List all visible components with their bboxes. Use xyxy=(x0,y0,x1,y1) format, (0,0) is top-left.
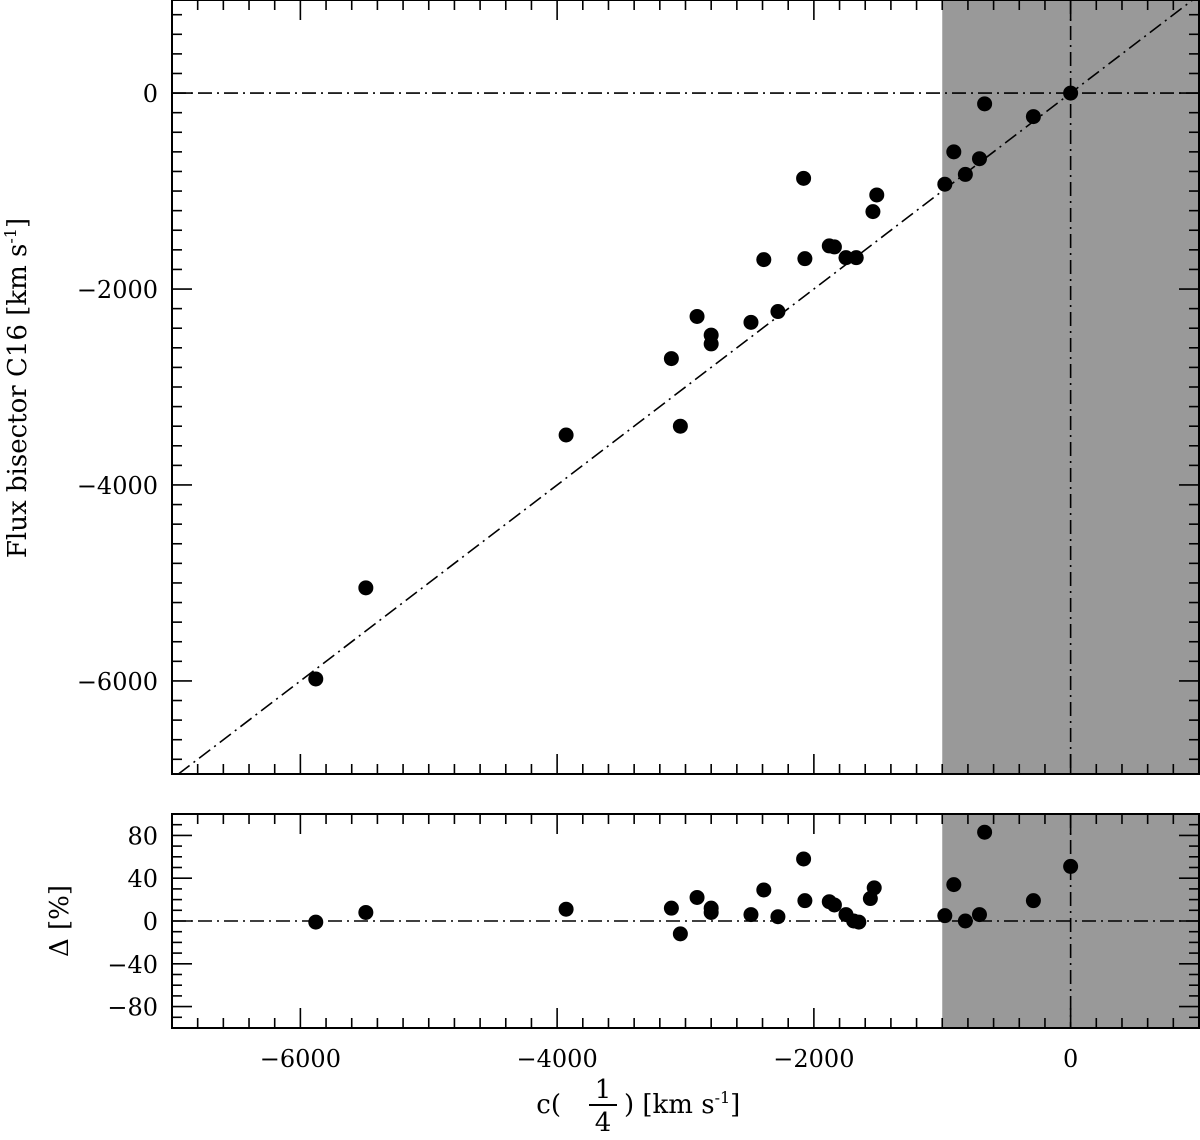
top-data-point-15 xyxy=(826,239,842,255)
top-data-point-6 xyxy=(689,308,705,324)
bottom-data-point-3 xyxy=(558,901,574,917)
bottom-data-point-26 xyxy=(1025,893,1041,909)
bottom-y-tick-label: −80 xyxy=(107,994,158,1022)
bottom-data-point-18 xyxy=(851,914,867,930)
x-axis-label-units-end: ] xyxy=(730,1090,740,1120)
top-data-point-26 xyxy=(1063,85,1079,101)
top-y-axis-label-end: ] xyxy=(3,218,33,228)
top-data-point-3 xyxy=(558,427,574,443)
x-axis-label-frac-num: 1 xyxy=(595,1075,612,1105)
top-y-tick-label: −6000 xyxy=(77,668,158,696)
top-y-axis-label-sup: -1 xyxy=(1,228,20,244)
top-y-axis-label-main: Flux bisector C16 [km s xyxy=(3,244,33,558)
bottom-data-point-9 xyxy=(743,907,759,923)
bottom-data-point-5 xyxy=(672,926,688,942)
top-data-point-1 xyxy=(308,671,324,687)
top-panel: 0 −2000 −4000 −6000 xyxy=(77,0,1200,775)
bottom-y-tick-label: 40 xyxy=(127,865,158,893)
bottom-y-tick-label: 80 xyxy=(127,822,158,850)
top-data-point-8 xyxy=(703,336,719,352)
bottom-data-point-27 xyxy=(1063,858,1079,874)
bottom-y-tick-label: −40 xyxy=(107,951,158,979)
bottom-data-point-10 xyxy=(756,882,772,898)
top-data-point-17 xyxy=(848,250,864,266)
x-axis-label-units: ) [km s-1] xyxy=(624,1088,740,1120)
top-data-point-11 xyxy=(770,304,786,320)
bottom-x-tick-label: −2000 xyxy=(773,1045,854,1073)
bottom-x-tick-label: −6000 xyxy=(260,1045,341,1073)
bottom-y-axis-label: Δ [%] xyxy=(45,885,75,957)
top-data-point-20 xyxy=(937,176,953,192)
top-one-to-one-line xyxy=(177,0,1194,774)
bottom-data-point-8 xyxy=(703,900,719,916)
bottom-data-point-6 xyxy=(689,889,705,905)
bottom-data-point-15 xyxy=(826,897,842,913)
top-data-point-18 xyxy=(865,204,881,220)
bottom-data-point-24 xyxy=(971,907,987,923)
top-data-point-24 xyxy=(977,96,993,112)
bottom-data-point-12 xyxy=(796,851,812,867)
top-data-point-9 xyxy=(743,314,759,330)
bottom-plot-area xyxy=(172,814,1199,1028)
bottom-data-point-22 xyxy=(946,877,962,893)
top-y-tick-label: −4000 xyxy=(77,472,158,500)
top-data-point-21 xyxy=(946,144,962,160)
bottom-data-point-11 xyxy=(770,909,786,925)
bottom-panel: 80 40 0 −40 −80 −6000 −4000 −2000 0 xyxy=(107,813,1200,1073)
x-axis-label-frac-den: 4 xyxy=(595,1108,612,1138)
x-axis-label-units-main: ) [km s xyxy=(624,1090,715,1120)
x-axis-label: c( 1 4 ) [km s-1] xyxy=(536,1075,740,1138)
bottom-data-point-4 xyxy=(663,900,679,916)
top-data-point-19 xyxy=(869,187,885,203)
top-data-point-23 xyxy=(971,151,987,167)
top-data-point-22 xyxy=(957,166,973,182)
bottom-data-point-20 xyxy=(866,880,882,896)
bottom-data-point-23 xyxy=(957,913,973,929)
top-data-point-4 xyxy=(663,351,679,367)
bottom-x-tick-label: −4000 xyxy=(517,1045,598,1073)
bottom-y-tick-label: 0 xyxy=(143,908,158,936)
bottom-data-point-13 xyxy=(797,893,813,909)
top-data-point-2 xyxy=(358,580,374,596)
top-y-axis-label: Flux bisector C16 [km s-1] xyxy=(1,218,33,558)
bottom-data-point-2 xyxy=(358,904,374,920)
top-y-tick-label: −2000 xyxy=(77,276,158,304)
top-data-point-5 xyxy=(672,418,688,434)
top-plot-area xyxy=(172,0,1199,774)
bottom-data-point-1 xyxy=(308,914,324,930)
x-axis-label-c: c( xyxy=(536,1090,561,1120)
bottom-x-tick-label: 0 xyxy=(1063,1045,1078,1073)
top-data-point-13 xyxy=(797,251,813,267)
top-data-point-12 xyxy=(796,170,812,186)
top-y-tick-label: 0 xyxy=(143,80,158,108)
top-data-point-10 xyxy=(756,252,772,268)
top-data-point-16 xyxy=(838,250,854,266)
bottom-data-point-25 xyxy=(977,824,993,840)
bottom-data-point-21 xyxy=(937,908,953,924)
x-axis-label-units-sup: -1 xyxy=(715,1088,731,1107)
top-data-point-25 xyxy=(1025,109,1041,125)
